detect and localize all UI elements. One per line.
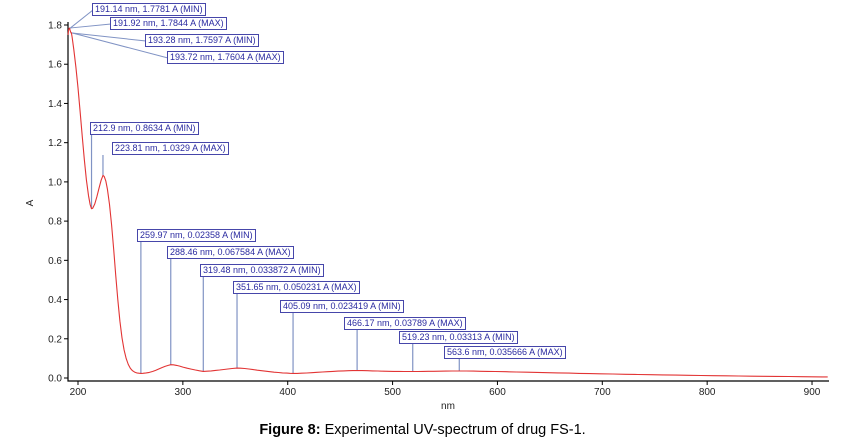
x-tick-label: 500 [384,387,401,398]
peak-annotation: 212.9 nm, 0.8634 A (MIN) [90,122,199,135]
figure-caption-text: Experimental UV-spectrum of drug FS-1. [320,422,586,438]
peak-annotation: 223.81 nm, 1.0329 A (MAX) [112,142,229,155]
annotation-leader-line [69,23,112,29]
chart-axes: 0.0 0.2 0.4 0.6 0.8 1.0 1.2 1.4 1.6 1.8 200 300 400 5… [48,21,829,398]
peak-annotation: 288.46 nm, 0.067584 A (MAX) [167,246,294,259]
figure-caption-label: Figure 8: [259,422,321,438]
annotation-leader-line [70,32,147,42]
uv-spectrum-figure: 0.0 0.2 0.4 0.6 0.8 1.0 1.2 1.4 1.6 1.8 200 300 400 5… [25,3,829,412]
y-tick-label: 1.2 [48,138,62,149]
figure-caption: Figure 8: Experimental UV-spectrum of dr… [0,418,845,438]
axis-frame [67,22,829,382]
peak-annotation: 519.23 nm, 0.03313 A (MIN) [399,331,518,344]
peak-annotation: 351.65 nm, 0.050231 A (MAX) [233,281,360,294]
x-tick-label: 200 [70,387,87,398]
peak-annotation: 193.72 nm, 1.7604 A (MAX) [167,51,284,64]
spectrum-line [67,27,828,378]
x-tick-label: 600 [489,387,506,398]
y-axis-label: A [25,199,36,206]
peak-annotation: 563.6 nm, 0.035666 A (MAX) [444,346,566,359]
peak-annotation: 191.14 nm, 1.7781 A (MIN) [92,3,206,16]
peak-annotation: 466.17 nm, 0.03789 A (MAX) [344,317,466,330]
annotation-leader-line [71,32,169,59]
y-tick-label: 1.4 [48,99,62,110]
chart-canvas: 0.0 0.2 0.4 0.6 0.8 1.0 1.2 1.4 1.6 1.8 200 300 400 5… [25,9,829,412]
peak-annotation: 191.92 nm, 1.7844 A (MAX) [110,17,227,30]
y-tick-label: 1.0 [48,177,62,188]
y-tick-label: 1.6 [48,60,62,71]
y-tick-label: 0.6 [48,256,62,267]
y-tick-label: 0.8 [48,217,62,228]
y-tick-label: 0.0 [48,374,62,385]
peak-annotation: 405.09 nm, 0.023419 A (MIN) [280,300,404,313]
peak-annotation: 193.28 nm, 1.7597 A (MIN) [145,34,259,47]
x-tick-label: 700 [594,387,611,398]
x-tick-label: 900 [804,387,821,398]
x-tick-label: 400 [279,387,296,398]
annotation-leader-lines [68,9,460,374]
y-tick-label: 1.8 [48,21,62,32]
x-tick-label: 800 [699,387,716,398]
x-axis-label: nm [441,401,455,412]
peak-annotation: 319.48 nm, 0.033872 A (MIN) [200,264,324,277]
peak-annotation: 259.97 nm, 0.02358 A (MIN) [137,229,256,242]
y-tick-label: 0.4 [48,295,62,306]
y-tick-label: 0.2 [48,334,62,345]
annotation-leader-line [68,9,94,30]
x-tick-label: 300 [175,387,192,398]
spectrum-curve [67,27,828,378]
